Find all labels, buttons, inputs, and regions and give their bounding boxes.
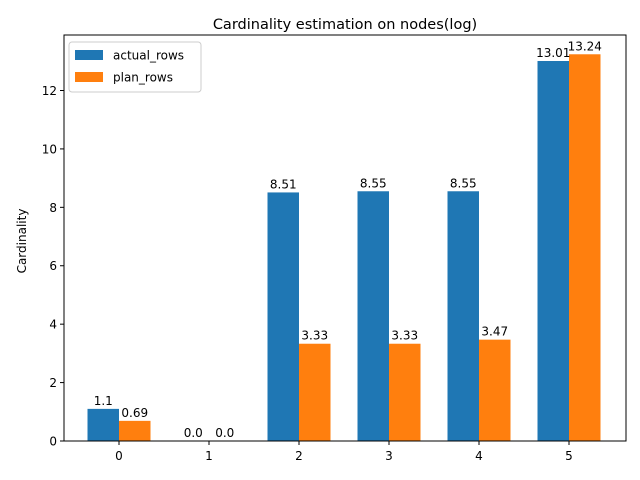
bar-label-actual_rows-3: 8.55 <box>360 176 387 190</box>
x-tick-label: 0 <box>115 449 123 463</box>
bar-plan_rows-5 <box>569 54 601 441</box>
bar-label-actual_rows-4: 8.55 <box>450 176 477 190</box>
legend: actual_rows plan_rows <box>68 41 202 93</box>
y-tick-label: 12 <box>42 84 57 98</box>
bar-label-actual_rows-5: 13.01 <box>536 46 570 60</box>
bar-label-plan_rows-0: 0.69 <box>121 406 148 420</box>
bar-plan_rows-3 <box>389 343 421 441</box>
bar-label-actual_rows-2: 8.51 <box>270 177 297 191</box>
bar-actual_rows-4 <box>447 191 479 441</box>
bar-actual_rows-2 <box>267 192 299 441</box>
x-tick-label: 4 <box>475 449 483 463</box>
bar-actual_rows-0 <box>87 408 119 441</box>
y-axis-label: Cardinality <box>15 209 29 274</box>
bar-label-plan_rows-1: 0.0 <box>215 426 234 440</box>
y-tick-label: 8 <box>49 201 57 215</box>
y-tick-label: 0 <box>49 435 57 449</box>
y-tick-label: 2 <box>49 376 57 390</box>
y-axis: 0 2 4 6 8 10 12 <box>42 84 64 449</box>
bar-label-plan_rows-5: 13.24 <box>568 39 602 53</box>
legend-swatch-plan_rows <box>75 72 103 82</box>
y-tick-label: 10 <box>42 142 57 156</box>
legend-label-plan_rows: plan_rows <box>113 71 173 85</box>
bar-plan_rows-2 <box>299 343 331 441</box>
bar-labels-group: 1.1 0.0 8.51 8.55 8.55 13.01 0.69 0.0 3.33 3.33 3.… <box>94 39 602 440</box>
bar-actual_rows-5 <box>537 60 569 442</box>
plot-frame <box>63 34 627 442</box>
bars-group <box>87 54 601 442</box>
bar-label-plan_rows-4: 3.47 <box>481 325 508 339</box>
x-tick-label: 1 <box>205 449 213 463</box>
x-axis: 0 1 2 3 4 5 <box>115 441 573 463</box>
x-tick-label: 2 <box>295 449 303 463</box>
bar-label-plan_rows-3: 3.33 <box>391 329 418 343</box>
bar-label-plan_rows-2: 3.33 <box>301 329 328 343</box>
bar-actual_rows-3 <box>357 191 389 441</box>
y-tick-label: 6 <box>49 259 57 273</box>
bar-label-actual_rows-0: 1.1 <box>94 394 113 408</box>
y-tick-label: 4 <box>49 318 57 332</box>
bar-plan_rows-4 <box>479 339 511 441</box>
chart-title: Cardinality estimation on nodes(log) <box>213 17 477 33</box>
bar-plan_rows-0 <box>119 420 151 441</box>
x-tick-label: 3 <box>385 449 393 463</box>
legend-swatch-actual_rows <box>75 50 103 60</box>
x-tick-label: 5 <box>565 449 573 463</box>
legend-label-actual_rows: actual_rows <box>113 49 184 63</box>
bar-label-actual_rows-1: 0.0 <box>184 426 203 440</box>
